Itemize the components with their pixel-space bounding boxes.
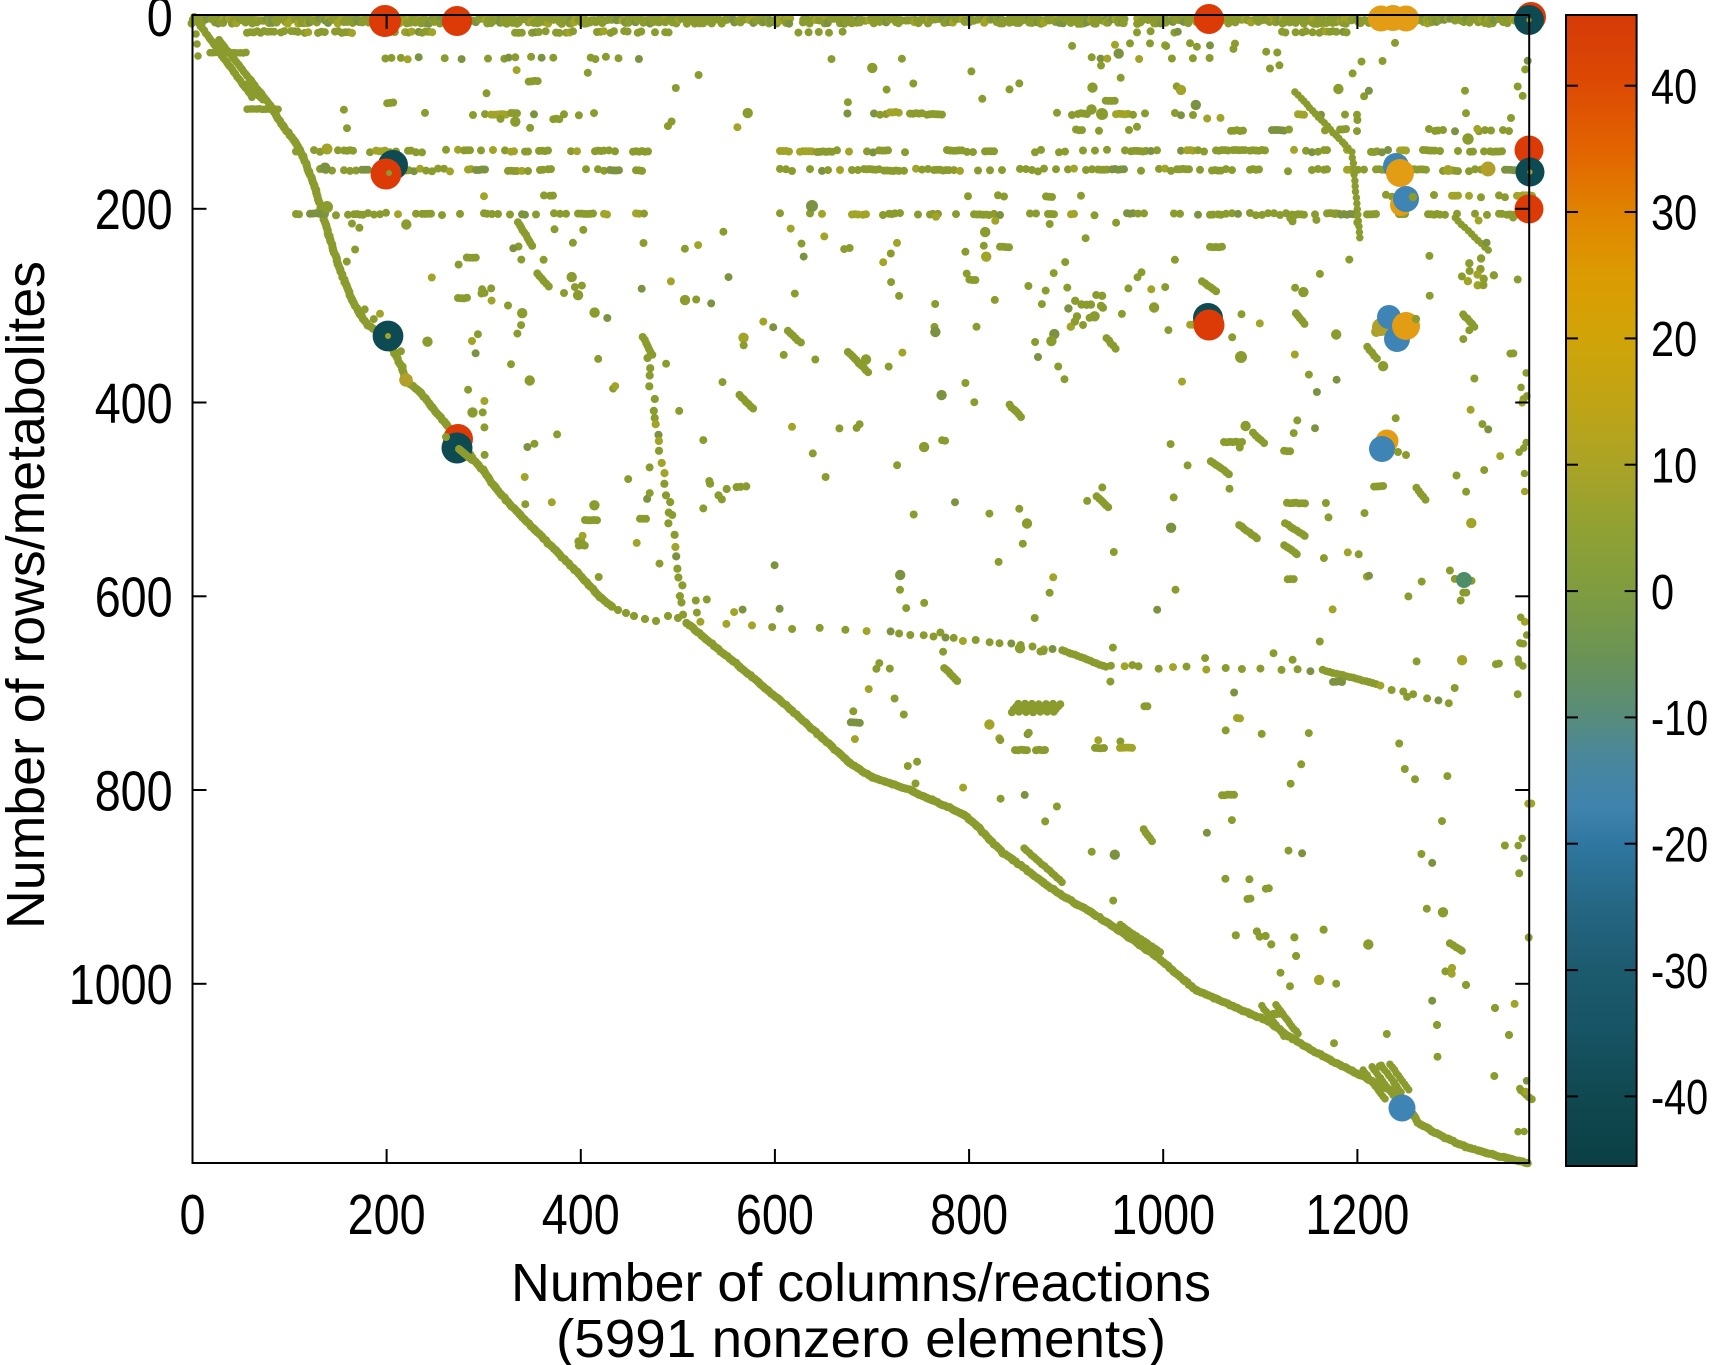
svg-text:600: 600: [736, 1183, 814, 1246]
svg-text:30: 30: [1651, 187, 1697, 241]
svg-text:40: 40: [1651, 60, 1697, 114]
svg-text:200: 200: [348, 1183, 426, 1246]
svg-text:600: 600: [95, 566, 173, 629]
svg-text:800: 800: [95, 759, 173, 822]
svg-text:0: 0: [147, 0, 173, 48]
svg-text:Number of columns/reactions: Number of columns/reactions: [511, 1253, 1211, 1313]
svg-text:1000: 1000: [1111, 1183, 1215, 1246]
svg-text:1000: 1000: [69, 953, 173, 1016]
svg-text:Number of rows/metabolites: Number of rows/metabolites: [0, 261, 56, 929]
svg-text:-40: -40: [1651, 1071, 1708, 1125]
svg-text:200: 200: [95, 178, 173, 241]
svg-text:800: 800: [930, 1183, 1008, 1246]
svg-text:400: 400: [95, 372, 173, 435]
svg-text:10: 10: [1651, 439, 1697, 493]
svg-text:-30: -30: [1651, 945, 1708, 999]
svg-text:-10: -10: [1651, 692, 1708, 746]
svg-text:20: 20: [1651, 313, 1697, 367]
svg-text:0: 0: [180, 1183, 206, 1246]
svg-text:1200: 1200: [1305, 1183, 1409, 1246]
svg-text:400: 400: [542, 1183, 620, 1246]
svg-text:-20: -20: [1651, 818, 1708, 872]
svg-text:(5991 nonzero elements): (5991 nonzero elements): [556, 1309, 1166, 1365]
svg-text:0: 0: [1651, 566, 1674, 620]
